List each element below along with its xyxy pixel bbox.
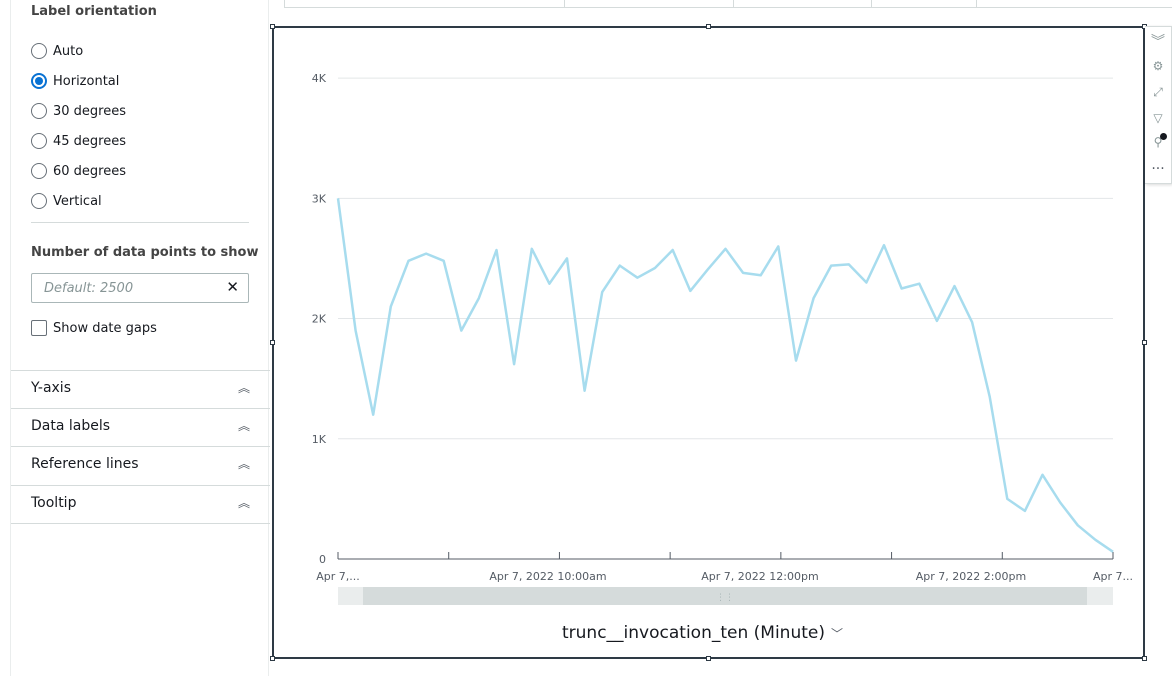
x-axis-title-text: trunc__invocation_ten (Minute) [562,623,825,643]
radio-circle[interactable] [31,163,47,179]
table-column-divider [871,0,872,8]
resize-handle[interactable] [270,340,275,345]
data-points-input[interactable]: Default: 2500 ✕ [31,273,249,303]
resize-handle[interactable] [1142,656,1147,661]
radio-label: 30 degrees [53,103,127,119]
radio-30-degrees[interactable]: 30 degrees [31,100,126,122]
accordion-reference-lines[interactable]: Reference lines ︽ [11,446,270,484]
accordion-label: Data labels [31,418,111,434]
chevron-up-icon[interactable]: ︽ [237,496,250,510]
radio-vertical[interactable]: Vertical [31,190,102,212]
radio-circle[interactable] [31,193,47,209]
show-date-gaps-label: Show date gaps [53,320,157,336]
resize-handle[interactable] [1142,340,1147,345]
resize-handle[interactable] [706,24,711,29]
radio-circle-checked[interactable] [31,73,47,89]
accordion-tooltip[interactable]: Tooltip ︽ [11,485,270,523]
radio-60-degrees[interactable]: 60 degrees [31,160,126,182]
resize-handle[interactable] [270,656,275,661]
accordion-bottom-divider [11,523,270,524]
table-visual-partial [284,0,1172,8]
radio-label: Vertical [53,193,102,209]
radio-circle[interactable] [31,103,47,119]
radio-auto[interactable]: Auto [31,40,83,62]
visual-toolbar: ︾ ⚙ ⤢ ▽ ⚲ ··· [1145,26,1172,184]
accordion-y-axis[interactable]: Y-axis ︽ [11,370,270,408]
radio-circle[interactable] [31,133,47,149]
show-date-gaps-checkbox[interactable]: Show date gaps [31,320,157,336]
checkbox-box[interactable] [31,320,47,336]
expand-icon[interactable]: ⤢ [1153,85,1163,99]
radio-45-degrees[interactable]: 45 degrees [31,130,126,152]
filter-icon[interactable]: ▽ [1153,111,1163,125]
radio-label: 60 degrees [53,163,127,179]
format-visual-panel: Label orientation Auto Horizontal 30 deg… [10,0,270,676]
radio-circle[interactable] [31,43,47,59]
accordion-label: Tooltip [31,495,77,511]
radio-label: 45 degrees [53,133,127,149]
settings-icon[interactable]: ⚙ [1152,59,1164,73]
chevron-up-icon[interactable]: ︽ [237,457,250,471]
line-chart-visual[interactable] [272,26,1145,659]
accordion-label: Y-axis [31,380,71,396]
table-column-divider [976,0,977,8]
table-column-divider [733,0,734,8]
resize-handle[interactable] [706,656,711,661]
pin-icon[interactable]: ⚲ [1145,133,1171,149]
data-points-placeholder: Default: 2500 [44,281,134,296]
accordion-data-labels[interactable]: Data labels ︽ [11,408,270,446]
clear-icon[interactable]: ✕ [226,278,239,296]
table-column-divider [564,0,565,8]
chevron-up-icon[interactable]: ︽ [237,381,250,395]
chevron-down-icon[interactable]: ﹀ [830,627,843,641]
section-divider [31,222,249,223]
more-options-icon[interactable]: ··· [1151,161,1165,177]
radio-label: Horizontal [53,73,120,89]
data-points-title: Number of data points to show [31,245,259,260]
radio-label: Auto [53,43,84,59]
radio-horizontal[interactable]: Horizontal [31,70,119,92]
label-orientation-title: Label orientation [31,4,157,19]
collapse-icon[interactable]: ︾ [1151,34,1165,50]
x-axis-field-title[interactable]: trunc__invocation_ten (Minute) ﹀ [562,623,843,643]
chevron-up-icon[interactable]: ︽ [237,419,250,433]
resize-handle[interactable] [270,24,275,29]
accordion-label: Reference lines [31,456,139,472]
